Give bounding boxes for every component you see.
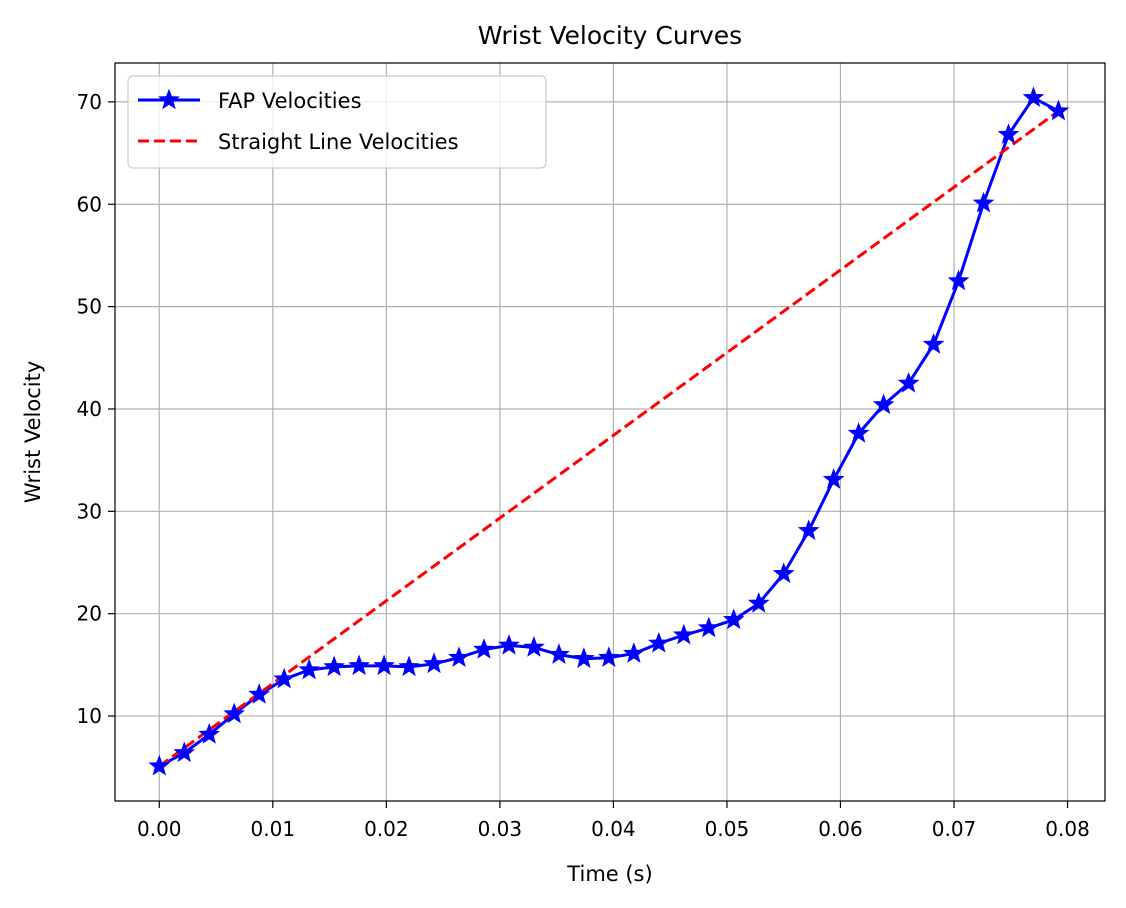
data-point-fap xyxy=(573,647,595,668)
chart-title: Wrist Velocity Curves xyxy=(478,21,742,50)
data-point-fap xyxy=(972,191,995,213)
legend-box xyxy=(127,75,547,169)
data-point-fap xyxy=(273,667,296,689)
data-point-fap xyxy=(398,655,420,677)
x-tick-label: 0.01 xyxy=(251,817,296,841)
y-tick-label: 50 xyxy=(77,295,102,319)
data-point-fap xyxy=(872,393,895,415)
data-point-fap xyxy=(947,269,970,291)
x-tick-label: 0.03 xyxy=(478,817,523,841)
data-point-fap xyxy=(1047,99,1070,121)
data-point-fap xyxy=(847,422,870,443)
plot-frame xyxy=(114,62,1106,802)
y-tick-label: 70 xyxy=(77,90,102,114)
data-point-fap xyxy=(173,741,196,763)
legend-swatch-fap-marker xyxy=(158,88,180,110)
x-tick-label: 0.07 xyxy=(932,817,977,841)
x-tick-label: 0.05 xyxy=(705,817,750,841)
data-point-fap xyxy=(1022,86,1045,108)
data-point-fap xyxy=(672,623,695,645)
data-point-fap xyxy=(523,636,545,657)
x-tick-label: 0.08 xyxy=(1045,817,1090,841)
data-point-fap xyxy=(448,646,470,667)
data-point-fap xyxy=(323,655,345,677)
series-line-straight-line-velocities xyxy=(158,109,1060,768)
data-point-fap xyxy=(922,333,945,354)
data-point-fap xyxy=(722,608,745,630)
data-point-fap xyxy=(473,638,495,659)
data-point-fap xyxy=(298,658,321,680)
data-point-fap xyxy=(348,654,370,676)
data-point-fap xyxy=(223,702,246,724)
data-point-fap xyxy=(897,371,920,393)
data-point-fap xyxy=(797,519,820,541)
data-point-fap xyxy=(148,754,171,776)
x-axis-ticks: 0.00 0.01 0.02 0.03 0.04 0.05 0.06 0.07 0.08 xyxy=(137,801,1090,841)
y-tick-label: 10 xyxy=(77,704,102,728)
data-point-fap xyxy=(248,683,271,704)
y-axis-ticks: 10 20 30 40 50 60 70 xyxy=(77,90,115,728)
data-point-fap xyxy=(647,631,670,653)
y-tick-label: 30 xyxy=(77,499,102,523)
data-point-fap xyxy=(548,643,570,664)
x-axis-label: Time (s) xyxy=(566,862,652,886)
x-tick-label: 0.06 xyxy=(818,817,863,841)
y-tick-label: 20 xyxy=(77,602,102,626)
y-tick-label: 60 xyxy=(77,192,102,216)
x-tick-label: 0.04 xyxy=(591,817,636,841)
data-point-fap xyxy=(373,654,395,676)
data-point-fap xyxy=(198,723,221,744)
data-point-fap xyxy=(498,633,520,655)
x-tick-label: 0.00 xyxy=(137,817,182,841)
y-tick-label: 40 xyxy=(77,397,102,421)
data-point-fap xyxy=(997,123,1020,144)
data-point-fap xyxy=(697,616,720,638)
data-point-fap xyxy=(423,652,445,674)
plot-series xyxy=(148,86,1070,776)
legend: FAP Velocities Straight Line Velocities xyxy=(127,75,547,169)
data-point-fap xyxy=(747,592,770,613)
legend-label-straight-line: Straight Line Velocities xyxy=(218,130,459,154)
y-axis-label: Wrist Velocity xyxy=(21,361,45,504)
x-tick-label: 0.02 xyxy=(364,817,409,841)
data-point-fap xyxy=(772,562,795,584)
data-point-fap xyxy=(597,646,620,667)
data-point-fap xyxy=(622,642,645,663)
legend-label-fap: FAP Velocities xyxy=(218,89,362,113)
data-point-fap xyxy=(822,468,845,489)
